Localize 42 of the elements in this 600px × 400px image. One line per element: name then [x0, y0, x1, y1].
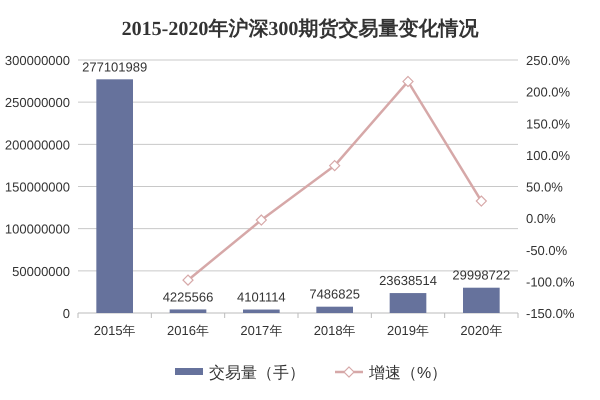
x-tick-label: 2019年	[387, 323, 429, 338]
x-tick-label: 2017年	[240, 323, 282, 338]
y-tick-label: 300000000	[4, 53, 70, 68]
y-tick-label: 0	[62, 306, 70, 321]
bar	[316, 306, 353, 313]
y-tick-label: 200000000	[4, 137, 70, 152]
y-tick-label: 100000000	[4, 222, 70, 237]
data-label: 7486825	[309, 286, 360, 302]
x-tick-label: 2015年	[94, 323, 136, 338]
data-label: 23638514	[379, 273, 437, 288]
chart-title: 2015-2020年沪深300期货交易量变化情况	[122, 17, 480, 40]
point	[476, 195, 487, 207]
data-label: 4101114	[236, 290, 286, 305]
y2-tick-label: -50.0%	[526, 242, 568, 258]
data-label: 4225566	[162, 289, 214, 304]
y2-tick-label: 150.0%	[526, 116, 571, 132]
point	[402, 76, 414, 88]
bar	[170, 309, 206, 313]
y2-tick-label: 100.0%	[526, 148, 571, 163]
y2-tick-label: 200.0%	[526, 84, 571, 100]
y2-tick-label: 250.0%	[526, 53, 571, 68]
legend-label: 增速（%）	[368, 364, 448, 382]
bar	[390, 293, 426, 313]
y2-tick-label: -100.0%	[526, 274, 575, 290]
y2-tick-label: 50.0%	[526, 180, 564, 194]
bar	[96, 79, 133, 313]
y-tick-label: 150000000	[4, 180, 70, 194]
bar	[463, 288, 500, 313]
legend-label: 交易量（手）	[209, 364, 305, 382]
point	[182, 274, 194, 286]
bar	[243, 310, 280, 313]
data-label: 29998722	[452, 268, 510, 283]
data-label: 277101989	[82, 59, 148, 74]
y2-tick-label: 0.0%	[526, 211, 556, 226]
x-tick-label: 2020年	[460, 323, 502, 338]
x-tick-label: 2016年	[167, 323, 209, 338]
y-tick-label: 250000000	[4, 95, 70, 110]
point	[329, 160, 340, 172]
y-tick-label: 50000000	[12, 264, 70, 279]
y2-tick-label: -150.0%	[526, 306, 575, 321]
point	[256, 214, 267, 226]
x-tick-label: 2018年	[314, 323, 356, 338]
